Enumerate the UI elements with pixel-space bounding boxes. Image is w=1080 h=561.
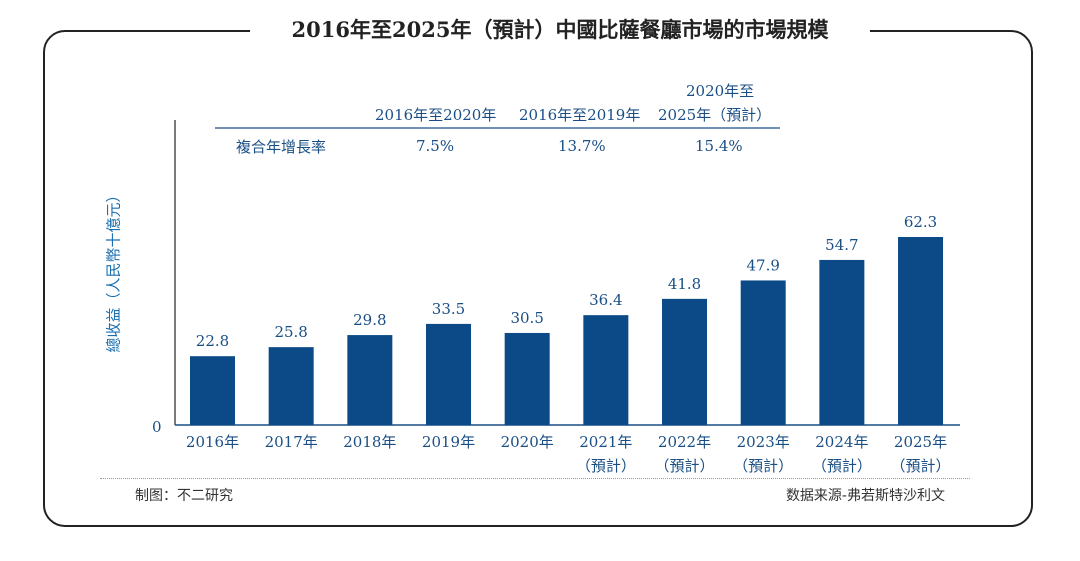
data-label: 25.8 (274, 323, 307, 341)
data-label: 41.8 (668, 275, 701, 293)
x-tick-sublabel: （預計） (576, 457, 636, 475)
bar-2019年 (426, 323, 472, 425)
cagr-value-3: 15.4% (695, 137, 743, 155)
x-tick-sublabel: （預計） (733, 457, 793, 475)
bar-2021年 (583, 315, 629, 425)
x-tick-sublabel: （預計） (655, 457, 715, 475)
data-label: 54.7 (825, 236, 858, 254)
bar-2016年 (190, 356, 235, 425)
data-label: 22.8 (196, 332, 229, 350)
bar-2020年 (504, 332, 550, 425)
cagr-header-3-line1: 2020年至 (686, 82, 755, 100)
cagr-header-2: 2016年至2019年 (519, 106, 641, 124)
x-tick-label: 2023年 (737, 433, 790, 451)
data-label: 30.5 (510, 309, 543, 327)
bar-2025年 (898, 237, 944, 425)
x-tick-label: 2024年 (815, 433, 868, 451)
data-label: 62.3 (904, 213, 937, 231)
x-tick-label: 2021年 (579, 433, 632, 451)
data-label: 36.4 (589, 291, 622, 309)
footer-source: 数据来源-弗若斯特沙利文 (785, 488, 945, 504)
x-tick-sublabel: （預計） (891, 457, 951, 475)
bar-2018年 (347, 335, 393, 425)
x-tick-label: 2018年 (343, 433, 396, 451)
x-tick-label: 2017年 (265, 433, 318, 451)
x-tick-label: 2019年 (422, 433, 475, 451)
data-label: 33.5 (432, 300, 465, 318)
cagr-header-1: 2016年至2020年 (375, 106, 497, 124)
data-label: 47.9 (746, 256, 779, 274)
cagr-value-2: 13.7% (558, 137, 606, 155)
x-tick-label: 2025年 (894, 433, 947, 451)
footer-divider (100, 478, 970, 479)
x-tick-label: 2016年 (186, 433, 239, 451)
x-tick-label: 2022年 (658, 433, 711, 451)
y-tick-label: 0 (152, 418, 162, 436)
x-tick-label: 2020年 (501, 433, 554, 451)
cagr-row-label: 複合年增長率 (236, 138, 327, 156)
cagr-value-1: 7.5% (416, 137, 455, 155)
chart-title: 2016年至2025年（預計）中國比薩餐廳市場的市場規模 (250, 15, 870, 45)
bar-2024年 (819, 259, 865, 425)
bar-2023年 (740, 280, 786, 425)
x-tick-sublabel: （預計） (812, 457, 872, 475)
bar-2017年 (268, 347, 314, 425)
bar-2022年 (662, 298, 708, 425)
data-label: 29.8 (353, 311, 386, 329)
cagr-header-3-line2: 2025年（預計） (658, 106, 772, 124)
footer-credit: 制图：不二研究 (135, 488, 233, 504)
